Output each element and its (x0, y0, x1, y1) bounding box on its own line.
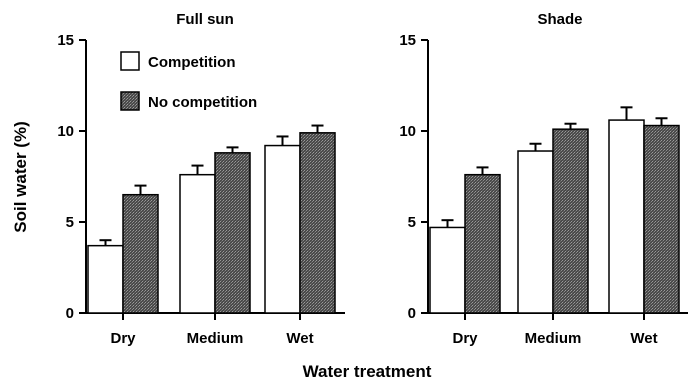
panels: Full sun 0 5 10 15 Dry Medium Wet Competition No … (57, 11, 688, 347)
legend-label-competition: Competition (148, 54, 236, 71)
shade-panel: Shade 0 5 10 15 Dry Medium Wet (399, 11, 688, 347)
shade-bar-competition (608, 119, 645, 314)
full-sun-bar-competition (264, 144, 301, 314)
shade-category-label: Wet (630, 330, 657, 347)
full-sun-category-label: Medium (187, 330, 244, 347)
shade-y-tick-label: 5 (408, 214, 416, 231)
shade-bar-competition (429, 226, 466, 314)
shade-y-tick-label: 10 (399, 123, 416, 140)
full-sun-bar-no-competition (122, 193, 159, 314)
full-sun-y-tick-label: 0 (66, 305, 74, 322)
shade-bar-no-competition (464, 173, 501, 314)
shade-y-tick-label: 15 (399, 32, 416, 49)
full-sun-category-label: Wet (286, 330, 313, 347)
full-sun-title: Full sun (176, 11, 234, 28)
full-sun-category-label: Dry (110, 330, 136, 347)
full-sun-bar-no-competition (299, 132, 336, 314)
full-sun-panel: Full sun 0 5 10 15 Dry Medium Wet Competition No … (57, 11, 345, 347)
legend-swatch-competition (120, 51, 140, 71)
full-sun-y-tick-label: 15 (57, 32, 74, 49)
legend-swatch-no-competition (120, 91, 140, 111)
y-axis-title: Soil water (%) (11, 121, 30, 232)
shade-bar-competition (517, 150, 554, 314)
shade-category-label: Medium (525, 330, 582, 347)
legend-label-no-competition: No competition (148, 94, 257, 111)
shade-bar-no-competition (552, 128, 589, 314)
full-sun-bar-no-competition (214, 152, 251, 314)
full-sun-y-tick-label: 5 (66, 214, 74, 231)
full-sun-y-tick-label: 10 (57, 123, 74, 140)
shade-title: Shade (537, 11, 582, 28)
x-axis-title: Water treatment (303, 362, 432, 381)
full-sun-bar-competition (179, 173, 216, 314)
shade-category-label: Dry (452, 330, 478, 347)
full-sun-bar-competition (87, 244, 124, 314)
shade-y-tick-label: 0 (408, 305, 416, 322)
shade-bar-no-competition (643, 124, 680, 314)
